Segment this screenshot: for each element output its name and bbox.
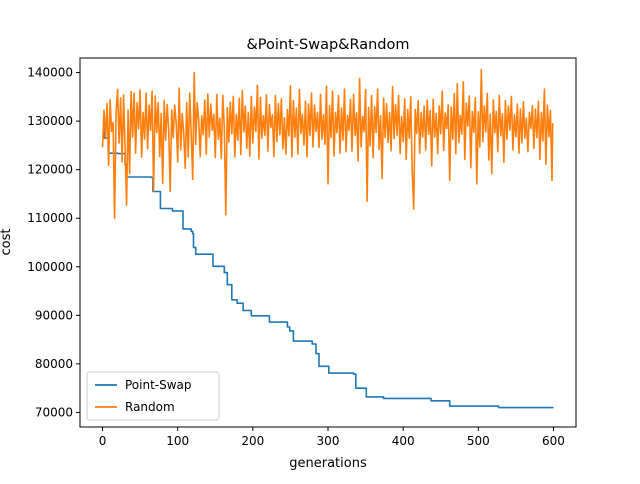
y-tick-label: 140000 <box>27 66 73 80</box>
x-tick-label: 200 <box>241 434 264 448</box>
x-tick-label: 500 <box>467 434 490 448</box>
y-tick-label: 110000 <box>27 211 73 225</box>
series-line-1 <box>101 68 554 219</box>
y-tick-label: 130000 <box>27 114 73 128</box>
x-axis-label: generations <box>289 456 367 471</box>
y-tick-label: 70000 <box>35 405 73 419</box>
y-axis-label: cost <box>0 229 14 256</box>
x-tick-label: 300 <box>317 434 340 448</box>
x-tick-label: 600 <box>542 434 565 448</box>
legend-box <box>86 371 220 421</box>
chart-title: &Point-Swap&Random <box>246 37 409 53</box>
x-tick-label: 0 <box>99 434 107 448</box>
legend-label: Random <box>125 400 175 414</box>
y-axis-ticks: 70000 80000 90000 100000 110000 120000 130000 1… <box>27 66 80 419</box>
x-tick-label: 100 <box>166 434 189 448</box>
series-layer <box>101 68 554 409</box>
y-tick-label: 90000 <box>35 308 73 322</box>
x-tick-label: 400 <box>392 434 415 448</box>
y-tick-label: 80000 <box>35 357 73 371</box>
legend: Point-Swap Random <box>86 371 220 421</box>
y-tick-label: 100000 <box>27 260 73 274</box>
legend-label: Point-Swap <box>125 378 192 392</box>
y-tick-label: 120000 <box>27 163 73 177</box>
x-axis-ticks: 0 100 200 300 400 500 600 <box>99 427 565 448</box>
